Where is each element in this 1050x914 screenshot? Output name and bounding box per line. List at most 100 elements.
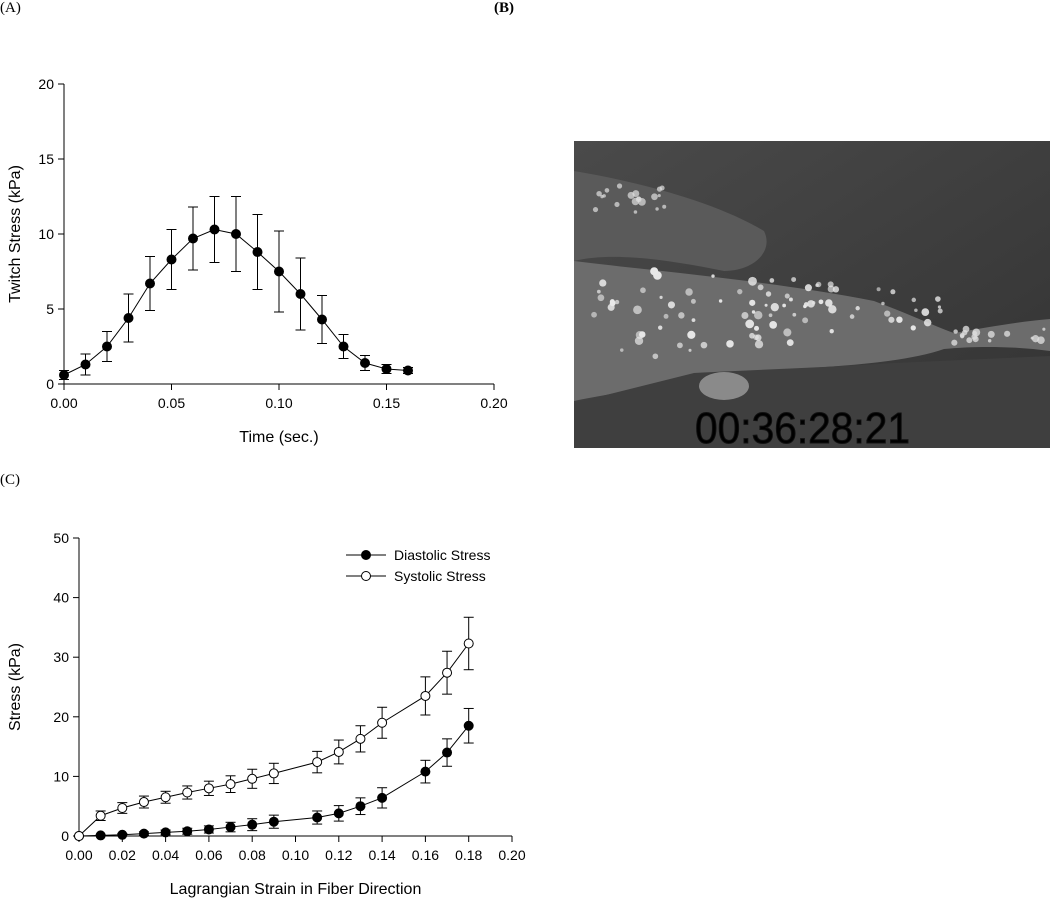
data-point xyxy=(80,359,91,370)
bead-speckle xyxy=(651,193,658,201)
bead-speckle xyxy=(609,299,615,305)
data-point xyxy=(117,829,128,840)
chart-stress-strain: 0.00 0.02 0.04 0.06 0.08 0.10 0.12 0.14 0.16 0.18… xyxy=(7,530,526,898)
bead-speckle xyxy=(783,328,792,337)
data-point xyxy=(123,313,134,323)
bead-speckle xyxy=(737,288,743,295)
bead-speckle xyxy=(782,303,786,308)
bead-speckle xyxy=(655,207,659,211)
bead-speckle xyxy=(910,325,916,331)
bead-speckle xyxy=(829,329,834,334)
bead-speckle xyxy=(815,283,819,288)
y-axis-title: Stress (kPa) xyxy=(7,643,24,731)
bead-speckle xyxy=(791,277,797,283)
bead-speckle xyxy=(597,294,605,302)
data-point xyxy=(403,365,413,376)
data-point xyxy=(295,289,306,299)
bead-speckle xyxy=(1030,336,1034,340)
y-tick-label: 0 xyxy=(46,376,54,392)
bead-speckle xyxy=(688,348,692,352)
bead-speckle xyxy=(828,305,837,314)
bead-speckle xyxy=(769,278,775,283)
y-tick-label: 20 xyxy=(38,76,54,92)
data-point xyxy=(225,822,236,833)
x-tick-label: 0.12 xyxy=(325,847,352,863)
y-tick-label: 10 xyxy=(38,226,54,242)
data-point xyxy=(312,812,323,823)
bead-speckle xyxy=(690,298,696,304)
video-timestamp: 00:36:28:21 xyxy=(695,404,910,448)
bead-speckle xyxy=(786,339,794,347)
bead-speckle xyxy=(754,310,763,320)
data-point xyxy=(182,787,193,798)
bead-speckle xyxy=(951,339,958,346)
bead-speckle xyxy=(914,308,918,312)
data-point xyxy=(166,254,177,265)
bead-speckle xyxy=(751,310,756,314)
bead-speckle xyxy=(592,207,599,213)
bead-speckle xyxy=(616,183,623,189)
bead-speckle xyxy=(711,274,715,278)
bead-speckle xyxy=(876,287,881,292)
bead-speckle xyxy=(658,325,663,330)
bead-speckle xyxy=(792,312,797,317)
data-point xyxy=(420,690,431,701)
x-tick-label: 0.18 xyxy=(455,847,482,863)
bead-speckle xyxy=(591,311,597,318)
data-point xyxy=(317,314,327,325)
bead-speckle xyxy=(726,340,734,348)
data-point xyxy=(138,828,149,839)
bead-speckle xyxy=(691,318,696,323)
bead-speckle xyxy=(784,293,790,299)
bead-speckle xyxy=(818,299,824,305)
x-tick-label: 0.08 xyxy=(239,847,266,863)
bead-speckle xyxy=(745,319,755,329)
x-tick-label: 0.20 xyxy=(480,395,507,411)
data-point xyxy=(442,667,453,678)
tissue-fiber xyxy=(574,261,1050,401)
bead-speckle xyxy=(604,188,610,193)
data-point xyxy=(268,768,279,779)
bead-speckle xyxy=(768,313,773,318)
data-point xyxy=(182,826,193,837)
bead-speckle xyxy=(827,285,835,293)
y-tick-label: 10 xyxy=(53,768,69,784)
bead-speckle xyxy=(937,308,943,314)
bead-speckle xyxy=(662,204,667,209)
bead-speckle xyxy=(748,276,757,286)
tissue-upper xyxy=(574,171,767,271)
bead-speckle xyxy=(803,304,807,309)
bead-speckle xyxy=(1031,335,1040,343)
bead-speckle xyxy=(596,190,602,197)
bead-speckle xyxy=(718,299,723,303)
tissue-lower xyxy=(574,356,1050,448)
bead-speckle xyxy=(935,296,941,302)
bead-speckle xyxy=(764,303,768,307)
data-point xyxy=(225,779,236,790)
x-tick-label: 0.04 xyxy=(152,847,179,863)
bead-speckle xyxy=(884,310,891,317)
bead-speckle xyxy=(987,330,995,338)
bead-speckle xyxy=(638,331,646,338)
y-tick-label: 5 xyxy=(46,301,54,317)
x-tick-label: 0.16 xyxy=(412,847,439,863)
legend-marker xyxy=(361,571,371,581)
y-tick-label: 30 xyxy=(53,649,69,665)
x-tick-label: 0.05 xyxy=(158,395,185,411)
x-tick-label: 0.02 xyxy=(109,847,136,863)
y-tick-label: 0 xyxy=(61,828,69,844)
bead-speckle xyxy=(811,300,816,305)
bead-speckle xyxy=(888,316,895,323)
bead-speckle xyxy=(1004,330,1011,337)
data-point xyxy=(360,358,370,368)
chart-twitch-stress: 0.00 0.05 0.10 0.15 0.20 0 5 10 15 20 Time (sec.) T… xyxy=(7,76,508,446)
x-axis-title: Time (sec.) xyxy=(239,429,318,446)
bead-speckle xyxy=(602,194,606,198)
bead-speckle xyxy=(650,267,659,276)
data-point xyxy=(463,638,474,649)
bead-speckle xyxy=(966,337,973,344)
bead-speckle xyxy=(923,318,932,327)
bead-speckle xyxy=(640,287,646,294)
bead-speckle xyxy=(677,342,683,349)
legend-marker xyxy=(361,550,371,560)
